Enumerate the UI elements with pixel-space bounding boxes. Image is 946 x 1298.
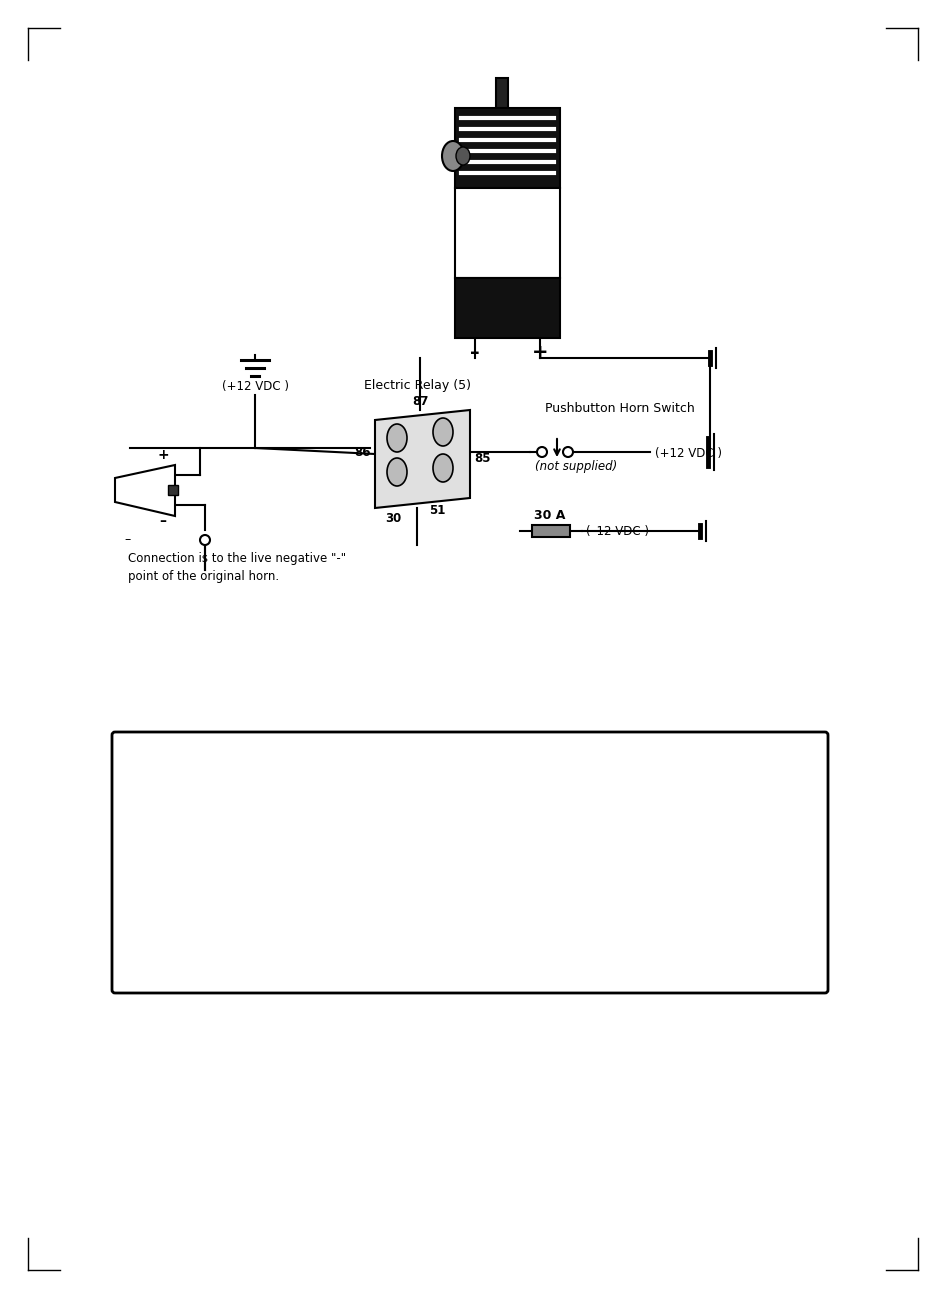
- Text: +: +: [532, 343, 549, 362]
- Bar: [168, 485, 178, 495]
- Text: 87: 87: [412, 395, 429, 408]
- Ellipse shape: [433, 418, 453, 447]
- FancyBboxPatch shape: [112, 732, 828, 993]
- Bar: [497, 78, 508, 108]
- Circle shape: [200, 535, 210, 545]
- Bar: [455, 188, 560, 278]
- Bar: [455, 278, 560, 337]
- Text: Pushbutton Horn Switch: Pushbutton Horn Switch: [545, 402, 694, 415]
- Text: (–12 VDC ): (–12 VDC ): [586, 524, 649, 537]
- Bar: [532, 524, 570, 537]
- Circle shape: [563, 447, 573, 457]
- Text: –: –: [160, 514, 166, 528]
- Text: (not supplied): (not supplied): [535, 459, 617, 472]
- Text: –: –: [125, 533, 131, 546]
- Text: (+12 VDC ): (+12 VDC ): [221, 380, 289, 393]
- Ellipse shape: [433, 454, 453, 482]
- Text: Electric Relay (5): Electric Relay (5): [363, 379, 470, 392]
- Text: +: +: [157, 448, 168, 462]
- Text: Connection is to the live negative "-": Connection is to the live negative "-": [128, 552, 346, 565]
- Text: 86: 86: [355, 445, 371, 458]
- Bar: [455, 108, 560, 188]
- Circle shape: [537, 447, 547, 457]
- Text: 30: 30: [385, 511, 401, 524]
- Text: 30 A: 30 A: [534, 509, 566, 522]
- Ellipse shape: [442, 141, 464, 171]
- Ellipse shape: [456, 147, 470, 165]
- Text: 85: 85: [474, 452, 490, 465]
- Text: point of the original horn.: point of the original horn.: [128, 570, 279, 583]
- Text: –: –: [470, 343, 480, 362]
- Polygon shape: [375, 410, 470, 508]
- Text: 51: 51: [429, 504, 446, 517]
- Polygon shape: [115, 465, 175, 517]
- Ellipse shape: [387, 458, 407, 485]
- Text: (+12 VDC ): (+12 VDC ): [655, 447, 722, 459]
- Ellipse shape: [387, 424, 407, 452]
